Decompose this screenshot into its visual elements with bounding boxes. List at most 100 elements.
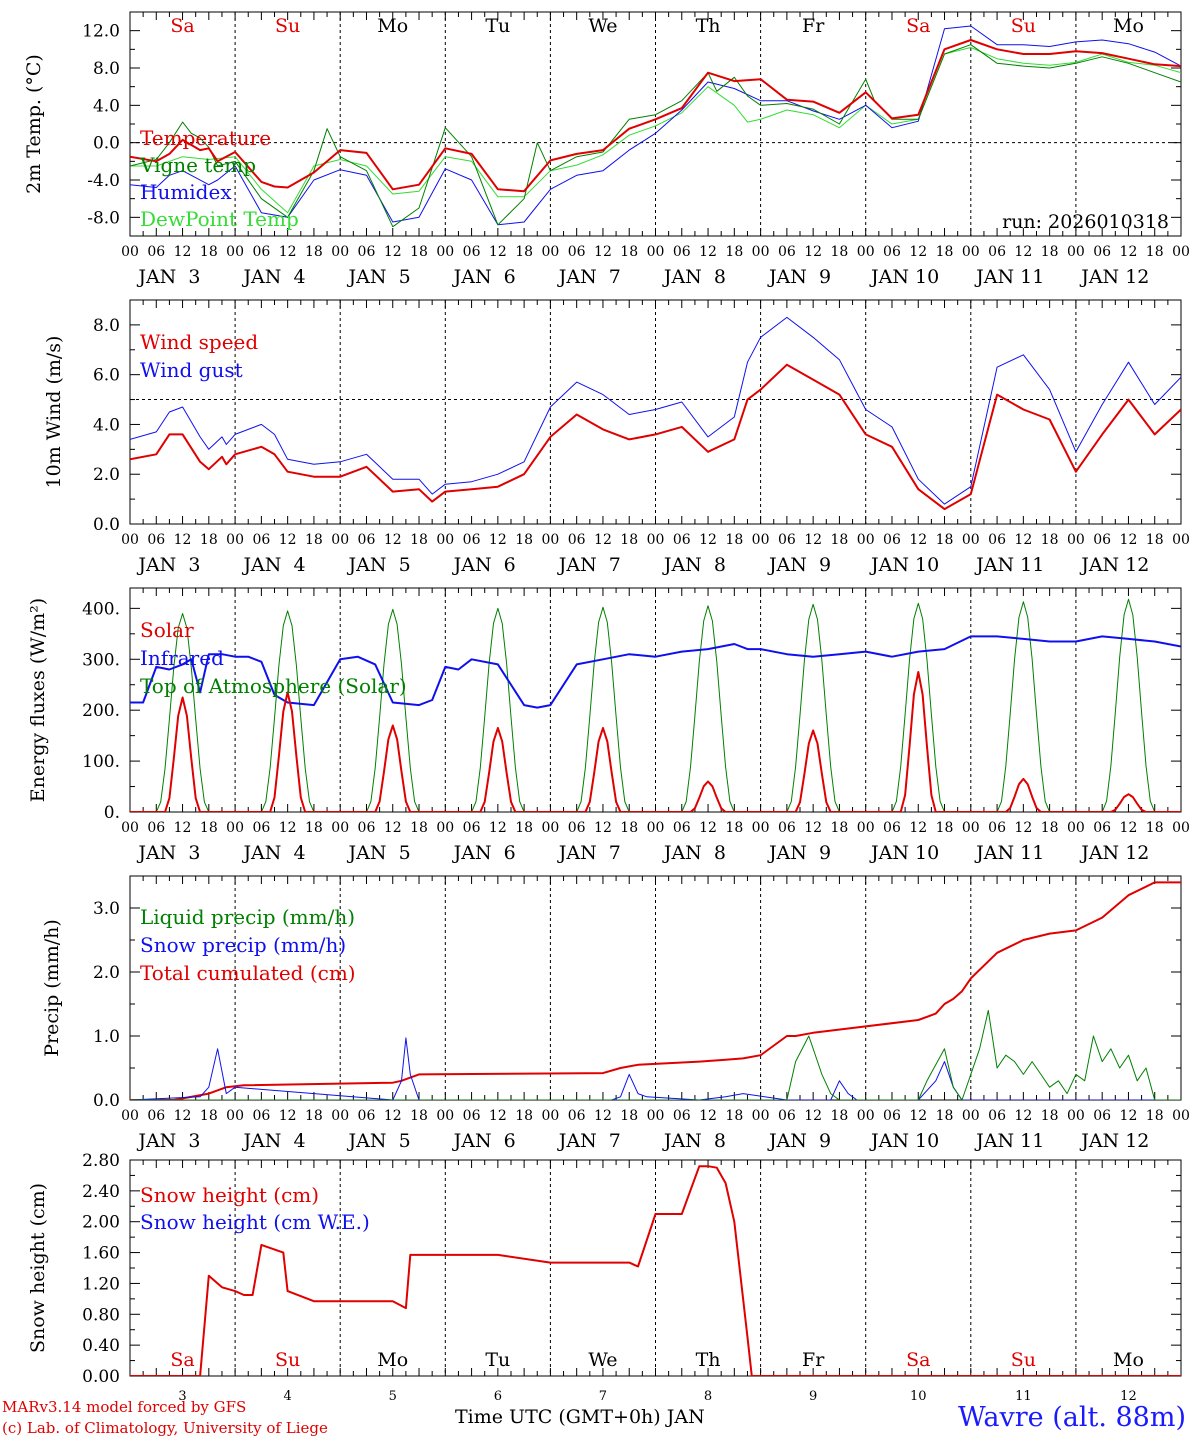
y-tick-label: -4.0 xyxy=(87,171,120,191)
hour-tick-label: 06 xyxy=(568,244,586,260)
hour-tick-label: 00 xyxy=(1067,244,1085,260)
y-axis-label: Precip (mm/h) xyxy=(41,919,63,1057)
y-tick-label: 8.0 xyxy=(93,59,120,79)
hour-tick-label: 00 xyxy=(331,820,349,836)
series-line-total-cumulated-cm- xyxy=(130,881,1181,1100)
date-label: JAN 4 xyxy=(241,1130,305,1152)
hour-tick-label: 00 xyxy=(1067,820,1085,836)
series-line-top-of-atmosphere-solar- xyxy=(130,598,1181,812)
hour-tick-label: 18 xyxy=(725,820,743,836)
hour-tick-label: 00 xyxy=(121,532,139,548)
hour-tick-label: 00 xyxy=(962,532,980,548)
date-label: JAN 12 xyxy=(1079,842,1149,864)
hour-tick-label: 00 xyxy=(1067,1108,1085,1124)
date-label: JAN 4 xyxy=(241,842,305,864)
hour-tick-label: 12 xyxy=(909,1108,927,1124)
hour-tick-label: 18 xyxy=(305,532,323,548)
hour-tick-label: 06 xyxy=(147,1108,165,1124)
series-line-liquid-precip-mm-h- xyxy=(130,1009,1181,1100)
legend-entry: Temperature xyxy=(140,126,271,150)
y-tick-label: 0.80 xyxy=(82,1305,120,1325)
series-line-vigne-temp xyxy=(130,44,1181,228)
y-tick-label: 0.0 xyxy=(93,1091,120,1111)
date-label: JAN 5 xyxy=(347,842,411,864)
hour-tick-label: 06 xyxy=(988,1108,1006,1124)
hour-tick-label: 18 xyxy=(410,820,428,836)
date-label: JAN 6 xyxy=(452,1130,516,1152)
y-tick-label: 0. xyxy=(104,803,120,823)
day-number-label: 12 xyxy=(1120,1389,1137,1404)
y-axis-label: 2m Temp. (°C) xyxy=(23,54,45,194)
day-name-label: Th xyxy=(696,1349,721,1371)
hour-tick-label: 18 xyxy=(305,1108,323,1124)
series-line-solar xyxy=(130,671,1181,812)
hour-tick-label: 00 xyxy=(121,244,139,260)
y-tick-label: 4.0 xyxy=(93,415,120,435)
day-number-label: 11 xyxy=(1015,1389,1032,1404)
hour-tick-label: 00 xyxy=(1067,532,1085,548)
date-label: JAN 3 xyxy=(136,266,200,288)
hour-tick-label: 00 xyxy=(647,532,665,548)
hour-tick-label: 00 xyxy=(331,244,349,260)
hour-tick-label: 06 xyxy=(883,1108,901,1124)
location-label: Wavre (alt. 88m) xyxy=(958,1402,1186,1433)
hour-tick-label: 12 xyxy=(1014,1108,1032,1124)
hour-tick-label: 18 xyxy=(620,532,638,548)
series-line-wind-speed xyxy=(130,363,1181,511)
y-tick-label: 12.0 xyxy=(82,22,120,42)
hour-tick-label: 12 xyxy=(489,820,507,836)
hour-tick-label: 18 xyxy=(200,532,218,548)
hour-tick-label: 18 xyxy=(831,1108,849,1124)
hour-tick-label: 06 xyxy=(673,532,691,548)
hour-tick-label: 00 xyxy=(226,532,244,548)
hour-tick-label: 06 xyxy=(147,532,165,548)
hour-tick-label: 12 xyxy=(1120,820,1138,836)
hour-tick-label: 12 xyxy=(804,244,822,260)
time-axis-label: Time UTC (GMT+0h) JAN xyxy=(455,1406,705,1428)
date-label: JAN 4 xyxy=(241,554,305,576)
hour-tick-label: 18 xyxy=(200,1108,218,1124)
legend-entry: Top of Atmosphere (Solar) xyxy=(140,674,407,698)
hour-tick-label: 18 xyxy=(831,532,849,548)
hour-tick-label: 06 xyxy=(463,1108,481,1124)
hour-tick-label: 06 xyxy=(988,820,1006,836)
series-line-infrared xyxy=(130,635,1181,709)
hour-tick-label: 00 xyxy=(1172,244,1190,260)
hour-tick-label: 12 xyxy=(384,244,402,260)
date-label: JAN 11 xyxy=(974,554,1044,576)
hour-tick-label: 06 xyxy=(778,1108,796,1124)
hour-tick-label: 06 xyxy=(778,820,796,836)
hour-tick-label: 00 xyxy=(226,820,244,836)
panel-frame xyxy=(129,299,1182,525)
hour-tick-label: 00 xyxy=(541,532,559,548)
day-name-label: Mo xyxy=(1113,1349,1144,1371)
date-label: JAN 10 xyxy=(869,1130,939,1152)
hour-tick-label: 18 xyxy=(515,820,533,836)
y-tick-label: 8.0 xyxy=(93,316,120,336)
hour-tick-label: 18 xyxy=(936,1108,954,1124)
date-label: JAN 10 xyxy=(869,554,939,576)
date-label: JAN 8 xyxy=(662,1130,726,1152)
hour-tick-label: 12 xyxy=(1014,820,1032,836)
hour-tick-label: 18 xyxy=(936,244,954,260)
y-tick-label: 2.0 xyxy=(93,465,120,485)
day-number-label: 3 xyxy=(178,1389,186,1404)
hour-tick-label: 18 xyxy=(1041,244,1059,260)
hour-tick-label: 06 xyxy=(358,820,376,836)
day-name-label: Fr xyxy=(802,15,825,37)
date-label: JAN 5 xyxy=(347,1130,411,1152)
date-label: JAN 8 xyxy=(662,266,726,288)
hour-tick-label: 00 xyxy=(331,532,349,548)
date-label: JAN 11 xyxy=(974,842,1044,864)
hour-tick-label: 12 xyxy=(699,244,717,260)
y-tick-label: 1.60 xyxy=(82,1244,120,1264)
hour-tick-label: 12 xyxy=(909,820,927,836)
y-tick-label: 3.0 xyxy=(93,899,120,919)
day-name-label: Su xyxy=(1011,15,1036,37)
hour-tick-label: 12 xyxy=(279,820,297,836)
day-name-label: Su xyxy=(275,1349,300,1371)
hour-tick-label: 06 xyxy=(147,244,165,260)
hour-tick-label: 00 xyxy=(541,820,559,836)
date-label: JAN 8 xyxy=(662,554,726,576)
